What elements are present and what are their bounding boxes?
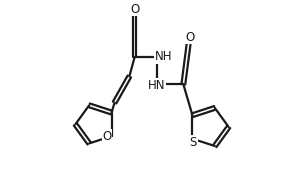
- Text: O: O: [130, 3, 139, 16]
- Text: HN: HN: [148, 79, 165, 92]
- Text: NH: NH: [154, 50, 172, 63]
- Text: O: O: [103, 130, 112, 143]
- Text: O: O: [186, 31, 195, 44]
- Text: S: S: [190, 136, 197, 149]
